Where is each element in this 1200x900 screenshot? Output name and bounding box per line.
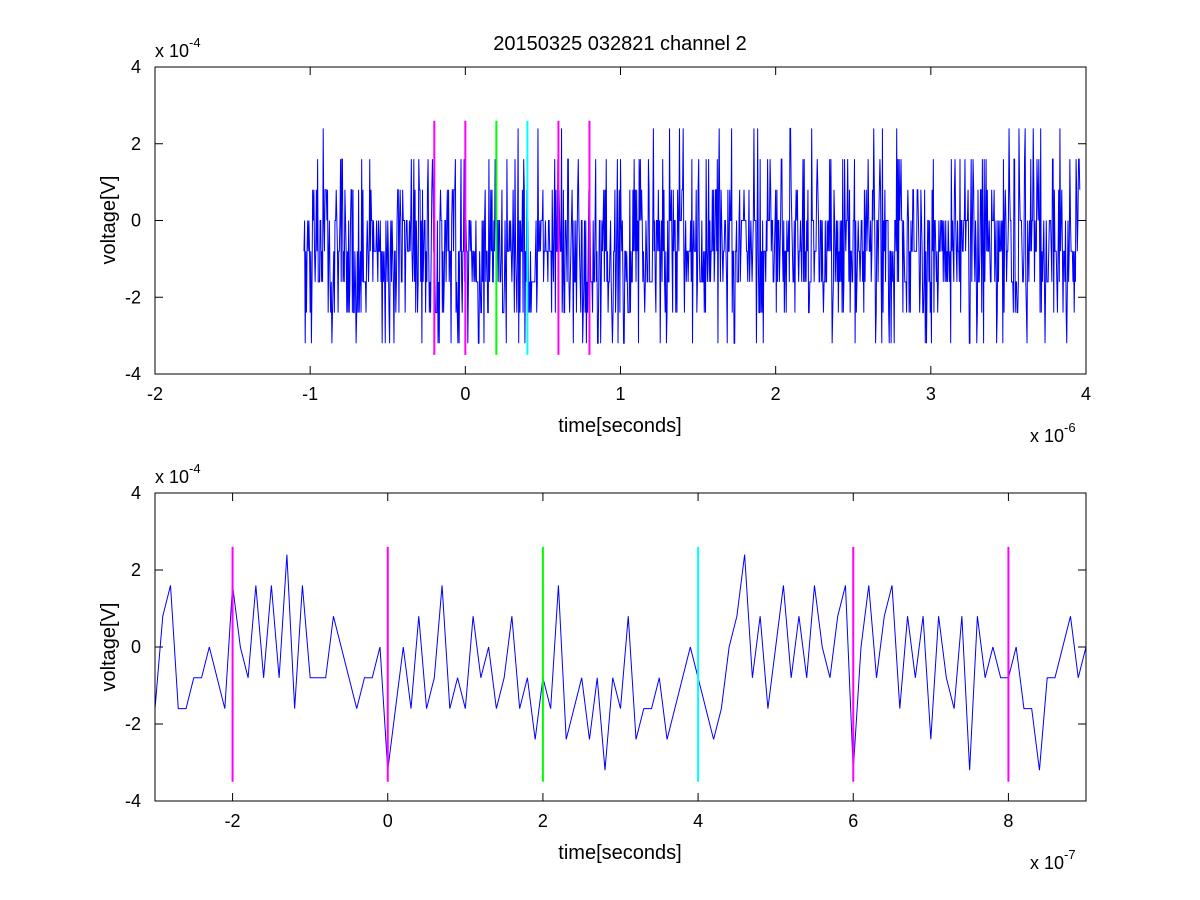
x-tick-label: -2 [225, 811, 241, 831]
bottom-plot-y-ticks: 4 2 0 -2 -4 [125, 483, 1086, 811]
y-tick-label: 0 [131, 211, 141, 231]
top-plot-y-ticks: 4 2 0 -2 -4 [125, 57, 1086, 384]
plot-title: 20150325 032821 channel 2 [493, 33, 747, 55]
x-tick-label: 4 [693, 811, 703, 831]
y-tick-label: -2 [125, 714, 141, 734]
top-plot-y-exponent-base: x 10 [155, 41, 189, 61]
bottom-plot-y-exponent-power: -4 [189, 461, 201, 476]
top-plot-x-exponent: x 10-6 [1030, 420, 1076, 446]
top-plot: 20150325 032821 channel 2 -2 -1 0 1 2 3 4 420-… [98, 33, 1091, 446]
top-plot-x-exponent-base: x 10 [1030, 426, 1064, 446]
x-tick-label: 6 [848, 811, 858, 831]
y-tick-label: 0 [131, 637, 141, 657]
series-line [303, 127, 1081, 344]
bottom-plot-markers-group [231, 546, 1010, 782]
bottom-plot-series-group [154, 554, 1087, 771]
y-tick-label: 2 [131, 560, 141, 580]
x-tick-label: -1 [302, 384, 318, 404]
y-tick-label: -4 [125, 364, 141, 384]
x-tick-label: 2 [538, 811, 548, 831]
bottom-plot-y-exponent-base: x 10 [155, 467, 189, 487]
series-line [154, 554, 1087, 771]
top-plot-y-exponent: x 10-4 [155, 35, 201, 61]
y-tick-label: -2 [125, 287, 141, 307]
y-tick-label: 4 [131, 483, 141, 503]
x-tick-label: 8 [1003, 811, 1013, 831]
bottom-plot-y-exponent: x 10-4 [155, 461, 201, 487]
bottom-plot-x-ticks: -2 0 2 4 6 8 [225, 493, 1013, 831]
y-tick-label: -4 [125, 791, 141, 811]
bottom-plot: -2 0 2 4 6 8 4 2 0 -2 -4 time[seconds] voltage[V]… [98, 461, 1087, 873]
x-tick-label: 0 [460, 384, 470, 404]
top-plot-x-ticks: -2 -1 0 1 2 3 4 [147, 67, 1091, 404]
bottom-plot-x-exponent-base: x 10 [1030, 853, 1064, 873]
y-tick-label: 4 [131, 57, 141, 77]
bottom-plot-x-exponent: x 10-7 [1030, 847, 1076, 873]
x-tick-label: 1 [615, 384, 625, 404]
top-plot-y-exponent-power: -4 [189, 35, 201, 50]
x-tick-label: 0 [383, 811, 393, 831]
top-plot-y-axis-label: voltage[V] [98, 176, 120, 265]
bottom-plot-x-axis-label: time[seconds] [558, 842, 681, 864]
x-tick-label: -2 [147, 384, 163, 404]
y-tick-label: 2 [131, 134, 141, 154]
x-tick-label: 3 [926, 384, 936, 404]
top-plot-markers-group [433, 120, 591, 355]
x-tick-label: 4 [1081, 384, 1091, 404]
top-plot-x-axis-label: time[seconds] [558, 415, 681, 437]
top-plot-x-exponent-power: -6 [1064, 420, 1076, 435]
x-tick-label: 2 [771, 384, 781, 404]
bottom-plot-y-axis-label: voltage[V] [98, 603, 120, 692]
top-plot-series-group [303, 127, 1081, 344]
bottom-plot-x-exponent-power: -7 [1064, 847, 1076, 862]
